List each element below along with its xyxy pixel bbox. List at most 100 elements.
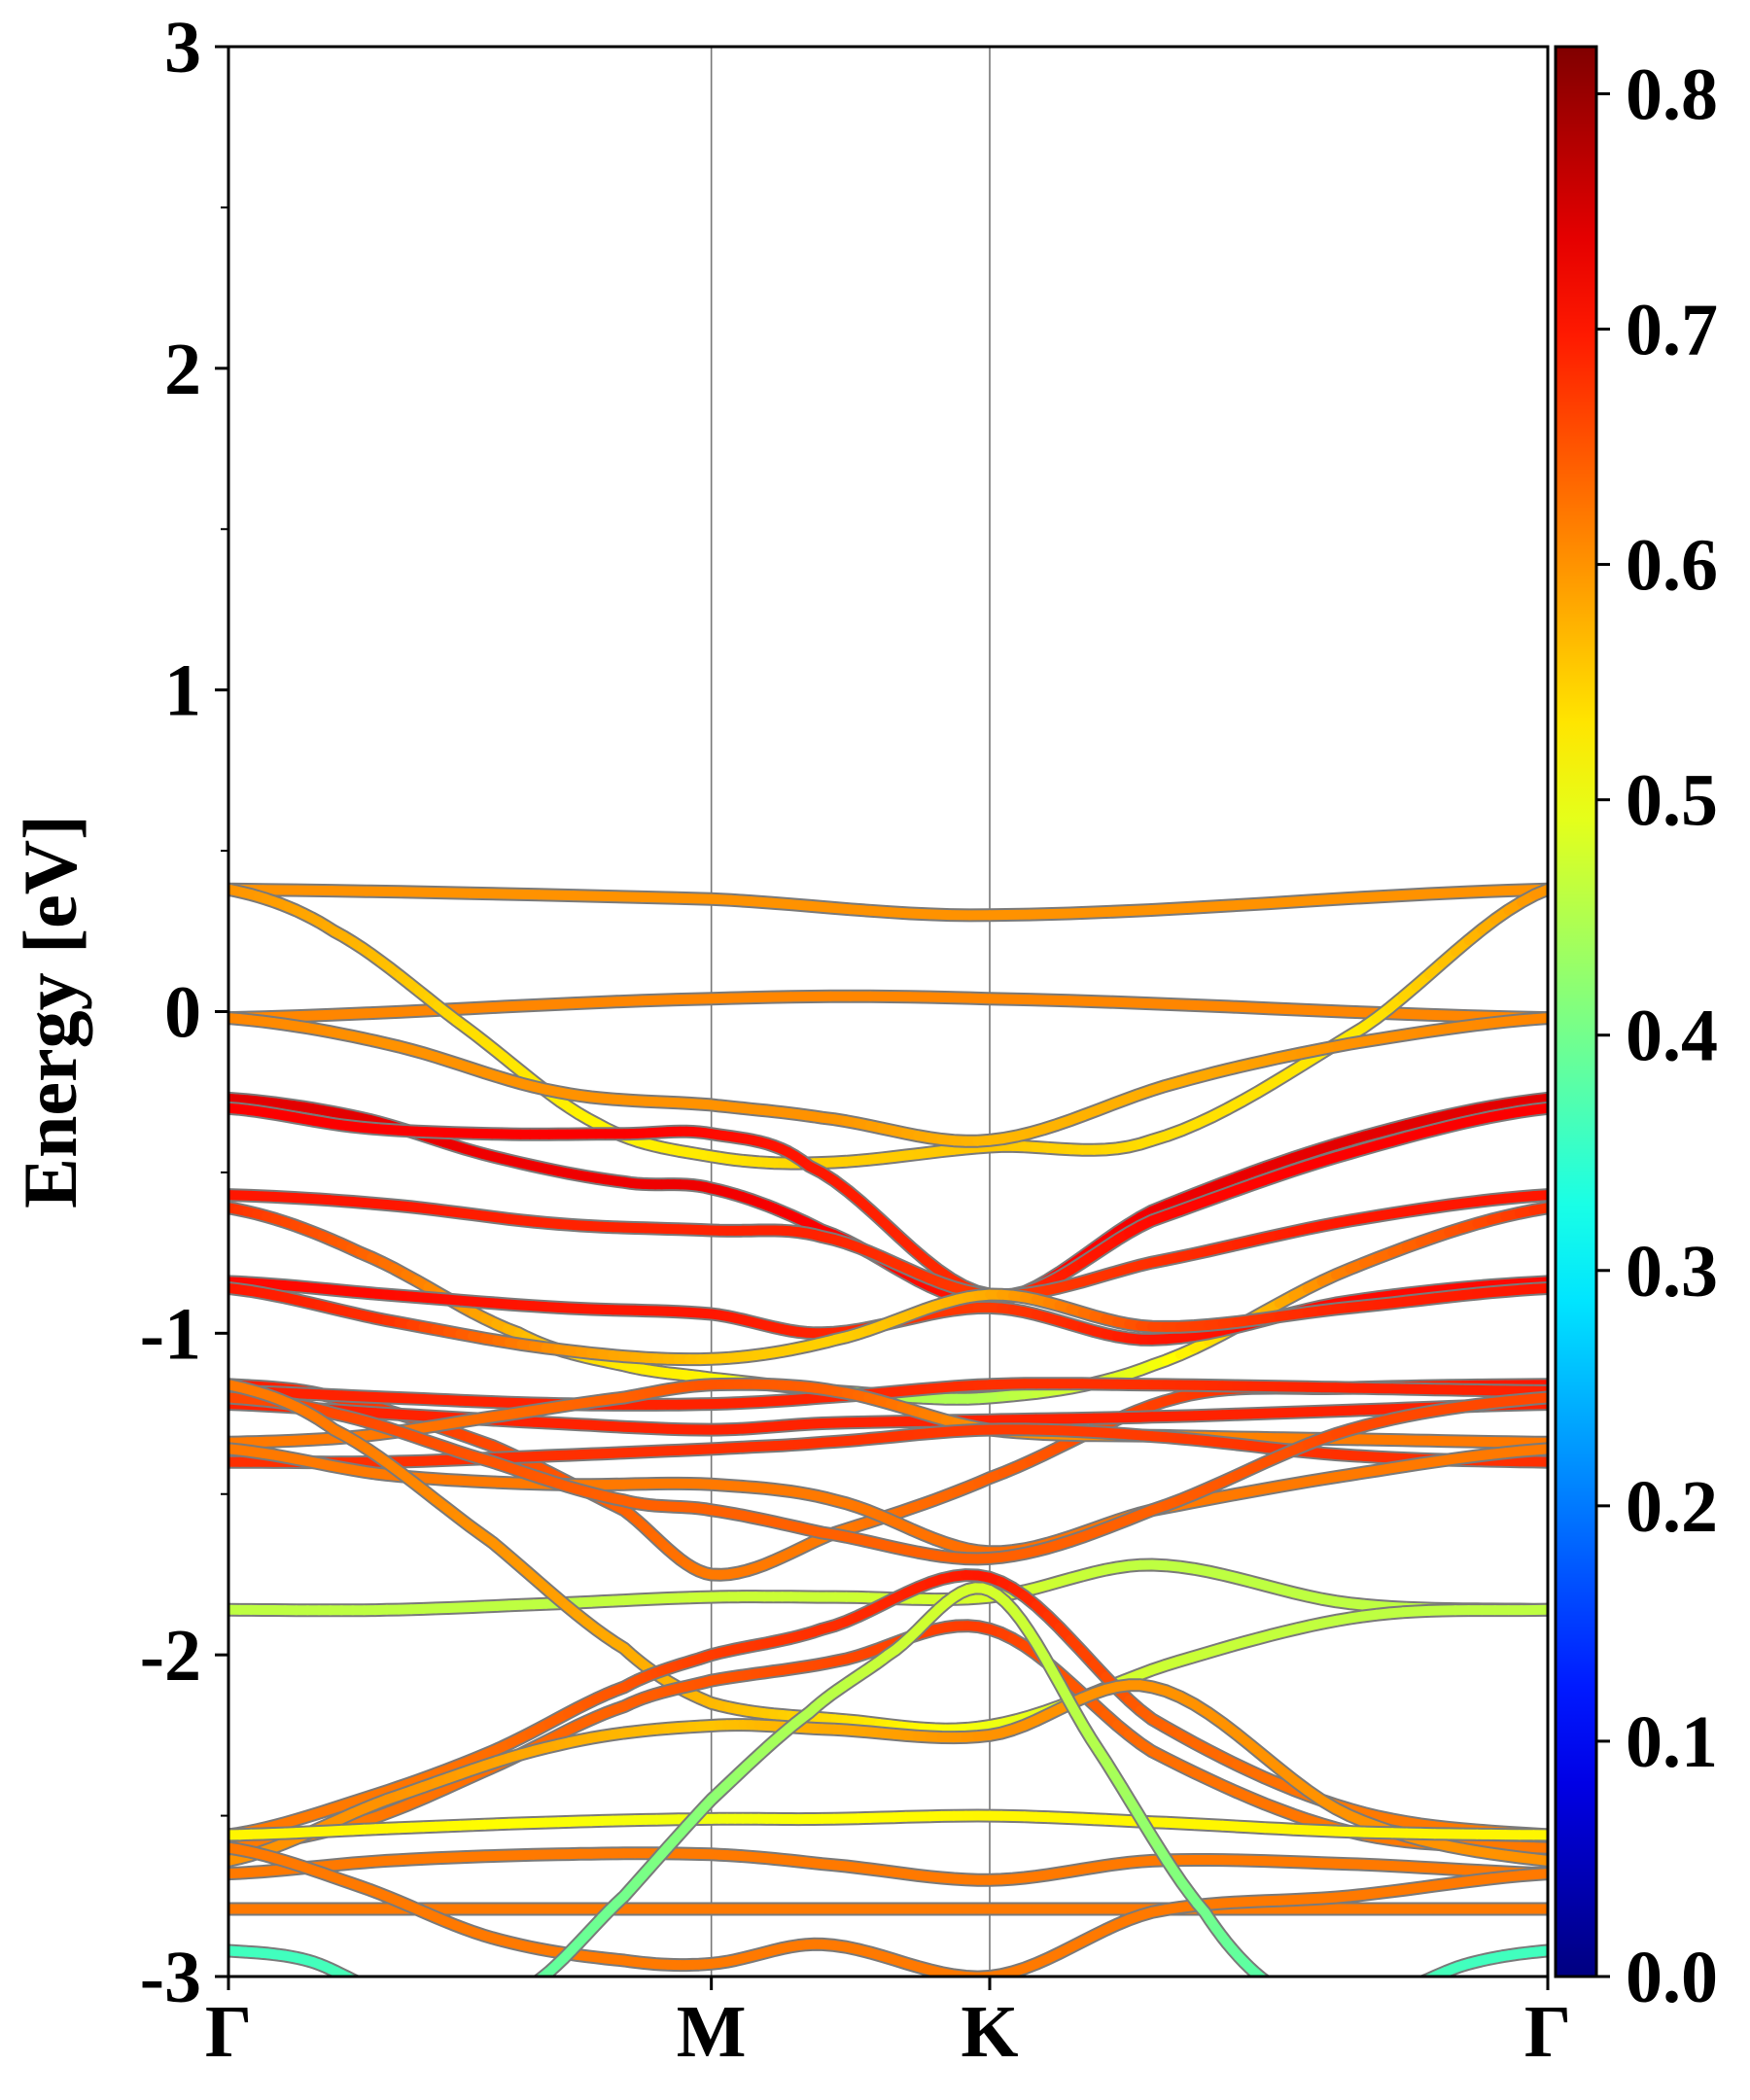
- band-29: [1389, 1943, 1548, 1992]
- band-segment: [1264, 1003, 1313, 1015]
- band-segment: [1423, 887, 1473, 899]
- band-segment: [672, 994, 717, 1005]
- band-segment: [1256, 1973, 1268, 1977]
- band-segment: [519, 1989, 527, 1993]
- band-segment: [1065, 906, 1114, 919]
- band-segment: [1224, 898, 1274, 911]
- band-segment: [430, 888, 475, 898]
- band-segment: [1401, 1988, 1407, 1990]
- y-tick-label: -2: [140, 1615, 201, 1697]
- band-segment: [1407, 1986, 1413, 1988]
- band-segment: [1422, 1974, 1434, 1977]
- colorbar-tick-label: 0.1: [1626, 1701, 1718, 1783]
- band-segment: [327, 1008, 371, 1020]
- band-segment: [1304, 893, 1353, 906]
- band-segment: [359, 1982, 365, 1985]
- band-segment: [1144, 902, 1194, 916]
- band-segment: [534, 998, 578, 1010]
- band-segment: [1383, 1008, 1433, 1020]
- band-segment: [361, 1006, 406, 1019]
- band-segment: [1264, 895, 1313, 909]
- band-segment: [1065, 996, 1114, 1007]
- band-segment: [499, 999, 544, 1012]
- band-segment: [1412, 1983, 1418, 1985]
- band-segment: [1528, 1190, 1548, 1202]
- band-segment: [327, 886, 371, 896]
- band-segment: [1528, 1869, 1548, 1880]
- band-segment: [1224, 1001, 1274, 1014]
- x-tick-label: K: [961, 1991, 1018, 2073]
- band-segment: [1383, 889, 1433, 901]
- band-segment: [1184, 999, 1234, 1012]
- band-segment: [1025, 908, 1074, 920]
- band-segment: [535, 1973, 546, 1977]
- band-segment: [1104, 905, 1154, 917]
- band-segment: [375, 1989, 381, 1991]
- colorbar-gradient: [1554, 45, 1598, 1978]
- band-segment: [293, 885, 337, 896]
- band-segment: [293, 1009, 337, 1022]
- band-segment: [1528, 1842, 1548, 1853]
- band-2: [228, 989, 1548, 1026]
- x-tick-label: Γ: [205, 1991, 252, 2073]
- band-1: [228, 882, 1548, 923]
- colorbar-tick-label: 0.8: [1626, 53, 1718, 135]
- band-12: [228, 1377, 1548, 1412]
- band-segment: [1304, 1005, 1353, 1017]
- band-segment: [1395, 1990, 1401, 1992]
- band-segment: [1025, 995, 1074, 1006]
- band-segment: [985, 994, 1034, 1005]
- band-4: [228, 1011, 1548, 1148]
- band-segment: [1528, 1013, 1548, 1025]
- colorbar-tick-label: 0.4: [1626, 996, 1718, 1077]
- y-axis-label: Energy [eV]: [8, 815, 92, 1208]
- band-segment: [568, 891, 613, 901]
- band-segment: [1528, 1392, 1548, 1404]
- band-segment: [603, 892, 648, 902]
- band-segment: [349, 1975, 358, 1977]
- band-segment: [1267, 1982, 1273, 1986]
- band-segment: [568, 997, 613, 1009]
- band-segment: [465, 1001, 509, 1014]
- band-segment: [603, 996, 648, 1007]
- band-segment: [465, 888, 509, 899]
- band-segment: [1528, 1203, 1548, 1215]
- band-segment: [1528, 1854, 1548, 1866]
- band-28: [519, 1581, 1284, 1993]
- x-tick-label: Γ: [1524, 1991, 1571, 2073]
- y-tick-label: 0: [164, 972, 201, 1054]
- band-20: [228, 1568, 1548, 1842]
- colorbar-tick-label: 0.2: [1626, 1466, 1718, 1548]
- band-segment: [637, 892, 682, 903]
- y-tick-label: 2: [164, 329, 201, 410]
- colorbar-tick-label: 0.5: [1626, 760, 1718, 842]
- band-segment: [1273, 1986, 1278, 1990]
- y-tick-label: 3: [164, 7, 201, 88]
- band-segment: [1144, 998, 1194, 1010]
- band-segment: [1529, 884, 1548, 900]
- band-segment: [526, 1984, 534, 1989]
- band-segment: [534, 890, 578, 901]
- band-19: [228, 1378, 1548, 1736]
- band-27: [228, 1943, 387, 1992]
- band-segment: [396, 1005, 440, 1017]
- band-26: [228, 1840, 1548, 1977]
- band-segment: [1278, 1989, 1284, 1992]
- band-segment: [1389, 1991, 1395, 1992]
- band-24: [228, 1846, 1548, 1887]
- y-tick-label: -1: [140, 1293, 201, 1375]
- band-segment: [985, 909, 1034, 921]
- band-10: [228, 1281, 1548, 1367]
- colorbar-tick-label: 0.3: [1626, 1231, 1718, 1312]
- colorbar-tick-label: 0.6: [1626, 525, 1718, 607]
- band-segment: [1344, 891, 1393, 903]
- band-segment: [1418, 1981, 1423, 1983]
- band-segment: [381, 1991, 387, 1992]
- band-segment: [499, 889, 544, 900]
- y-tick-label: 1: [164, 650, 201, 732]
- band-segment: [1528, 1093, 1548, 1105]
- band-lines: [228, 882, 1548, 1993]
- colorbar-tick-label: 0.7: [1626, 289, 1718, 370]
